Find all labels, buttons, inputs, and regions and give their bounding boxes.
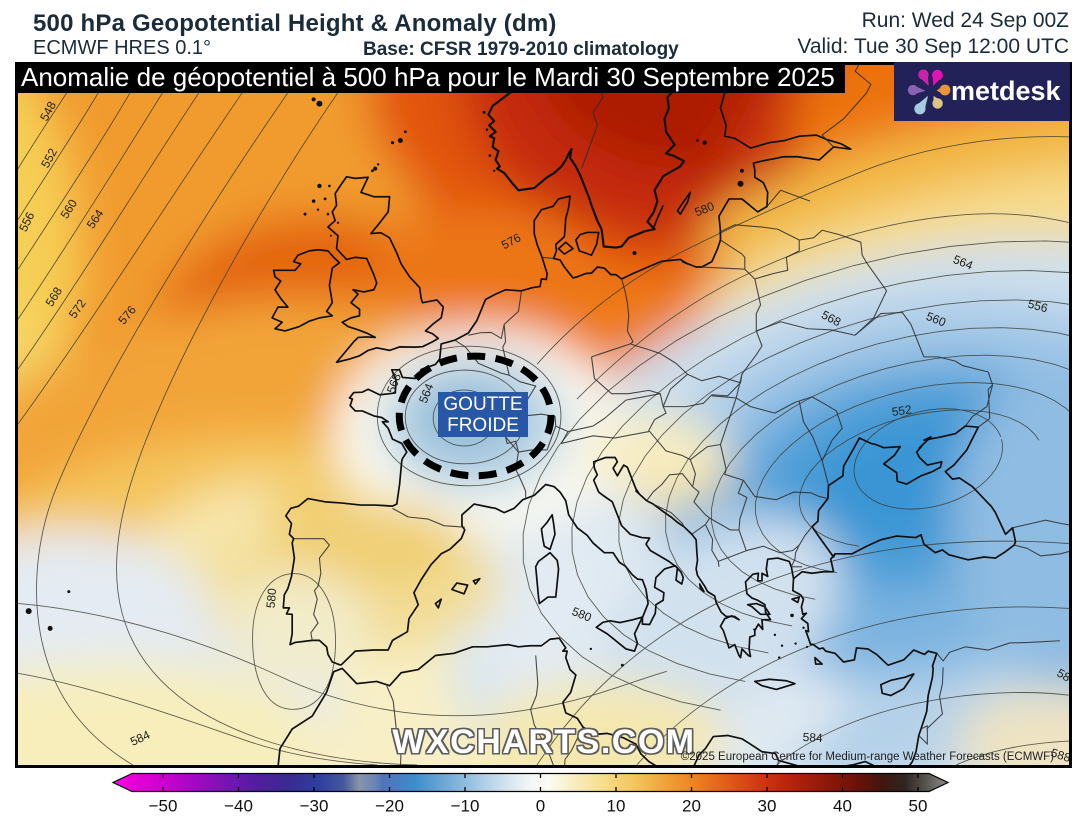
svg-text:584: 584	[802, 730, 823, 745]
svg-text:568: 568	[384, 371, 404, 395]
svg-text:30: 30	[758, 797, 777, 816]
svg-text:588: 588	[1049, 746, 1069, 765]
svg-text:−30: −30	[300, 797, 329, 816]
svg-text:−40: −40	[224, 797, 253, 816]
svg-text:40: 40	[833, 797, 852, 816]
svg-text:−20: −20	[375, 797, 404, 816]
svg-text:−10: −10	[451, 797, 480, 816]
svg-text:−50: −50	[149, 797, 178, 816]
svg-text:20: 20	[682, 797, 701, 816]
svg-text:0: 0	[536, 797, 545, 816]
svg-text:10: 10	[607, 797, 626, 816]
svg-text:50: 50	[909, 797, 928, 816]
svg-text:552: 552	[891, 402, 913, 419]
svg-text:580: 580	[264, 587, 280, 608]
svg-text:556: 556	[1026, 297, 1049, 316]
